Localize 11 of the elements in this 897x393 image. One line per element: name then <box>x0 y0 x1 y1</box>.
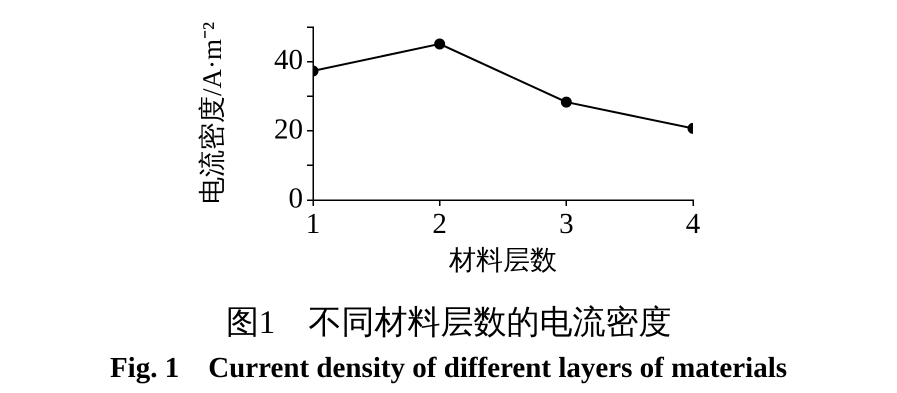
y-tick-label: 0 <box>288 182 303 215</box>
text: Fig. 1 Current density of different layers of materials <box>108 351 788 386</box>
x-tick-label: 1 <box>306 208 320 240</box>
x-tick-label: 3 <box>559 208 574 240</box>
y-axis-title: 电流密度/A·m⁻² <box>196 22 228 204</box>
y-tick-label: 40 <box>274 44 303 76</box>
text: 图1 不同材料层数的电流密度 <box>224 304 672 343</box>
x-tick-label: 2 <box>432 208 447 240</box>
y-tick-label: 20 <box>274 113 303 146</box>
x-axis-title: 材料层数 <box>448 244 557 275</box>
x-tick-label: 4 <box>686 208 701 240</box>
